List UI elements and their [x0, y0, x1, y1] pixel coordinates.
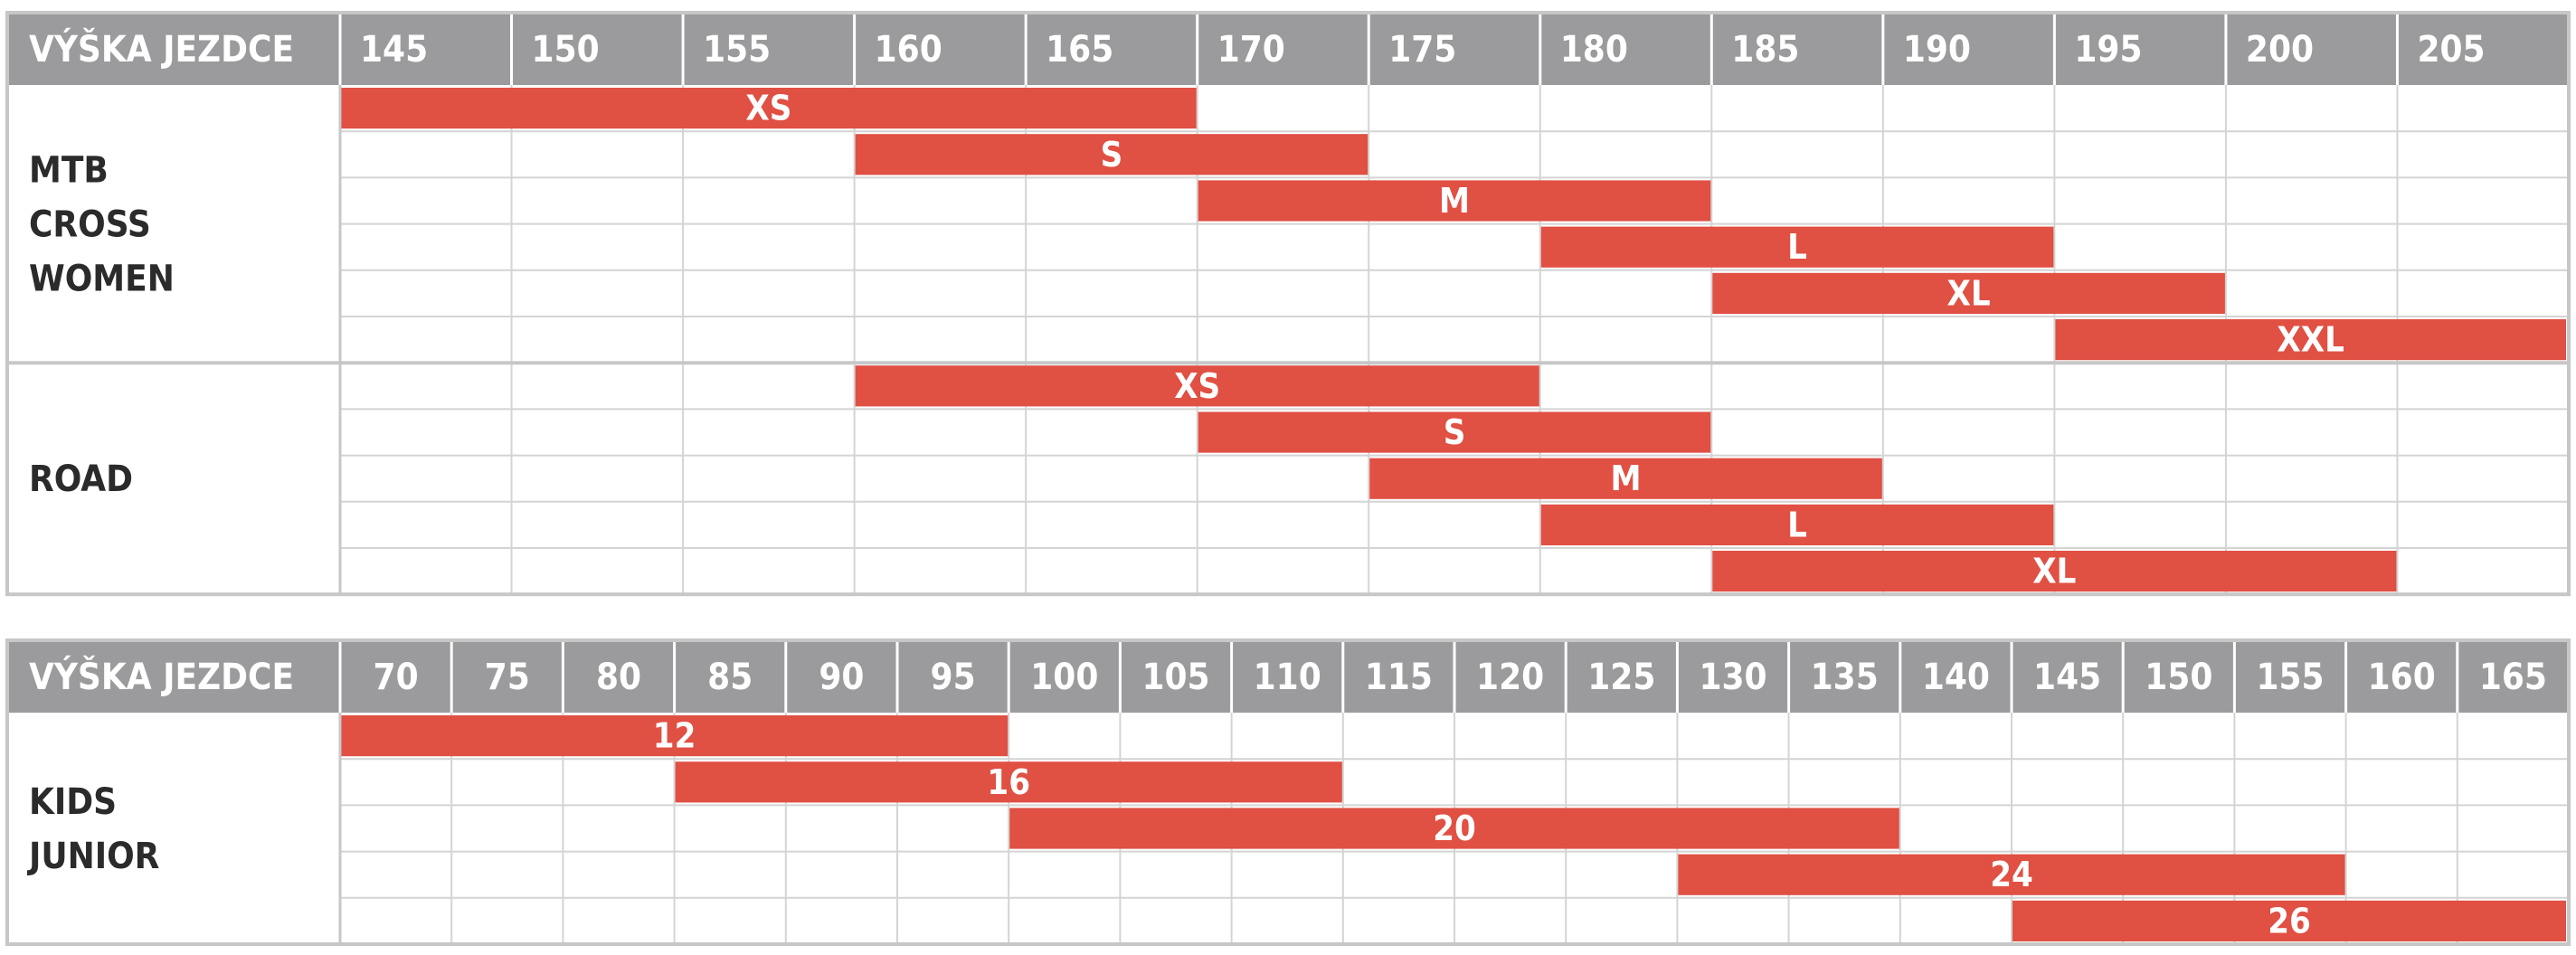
size-bar [2055, 319, 2566, 361]
size-bar [2012, 900, 2566, 941]
header-label: VÝŠKA JEZDCE [29, 26, 294, 71]
x-tick-label: 200 [2246, 29, 2314, 71]
x-tick-label: 100 [1030, 657, 1098, 698]
size-bar [675, 761, 1342, 803]
size-bar [1712, 551, 2397, 592]
header-band [7, 13, 2569, 85]
size-bar-label: XL [2032, 552, 2076, 591]
size-bar-label: 16 [987, 762, 1030, 802]
size-table-2: VÝŠKA JEZDCE 70 75 80 85 90 95 100 105 110 115 120 1… [5, 638, 2571, 946]
x-tick-label: 150 [2145, 657, 2212, 698]
group-label: ROAD [29, 459, 133, 500]
x-tick-label: 135 [1811, 657, 1879, 698]
x-tick-label: 160 [2368, 657, 2436, 698]
size-bar-label: 12 [653, 716, 696, 756]
size-bar [1712, 272, 2225, 314]
group-label: WOMEN [29, 259, 175, 300]
size-bar [1198, 180, 1711, 222]
x-tick-label: 140 [1922, 657, 1990, 698]
table-frame [5, 638, 2571, 946]
x-tick-label: 155 [703, 29, 771, 71]
size-bar-label: XS [745, 89, 791, 128]
size-bar [855, 134, 1368, 175]
x-tick-label: 85 [707, 657, 753, 698]
size-bar-label: S [1101, 135, 1123, 175]
x-tick-label: 105 [1141, 657, 1209, 698]
table-frame [5, 11, 2571, 597]
size-bar [341, 715, 1009, 757]
x-tick-label: 165 [1046, 29, 1113, 71]
size-bar [1369, 458, 1882, 499]
x-tick-label: 120 [1476, 657, 1544, 698]
size-bar-label: S [1444, 412, 1466, 452]
x-tick-label: 150 [532, 29, 600, 71]
group-label: JUNIOR [26, 836, 159, 877]
x-tick-label: 185 [1731, 29, 1799, 71]
x-tick-label: 70 [374, 657, 419, 698]
size-bar-label: XL [1947, 273, 1991, 313]
size-bar-label: L [1787, 227, 1807, 267]
x-tick-label: 90 [819, 657, 864, 698]
x-tick-label: 80 [596, 657, 641, 698]
size-bar-label: L [1787, 505, 1807, 544]
x-tick-label: 165 [2479, 657, 2547, 698]
size-table-1: VÝŠKA JEZDCE 145 150 155 160 165 170 175 180 185 1… [5, 11, 2571, 597]
size-bar-label: 26 [2268, 901, 2311, 941]
size-bar [855, 365, 1539, 407]
x-tick-label: 175 [1388, 29, 1456, 71]
size-bar-label: 20 [1433, 808, 1476, 848]
x-tick-label: 115 [1365, 657, 1433, 698]
x-tick-label: 110 [1254, 657, 1321, 698]
x-tick-label: 155 [2256, 657, 2324, 698]
x-tick-label: 160 [875, 29, 942, 71]
x-tick-label: 180 [1560, 29, 1628, 71]
size-bar-label: 24 [1990, 855, 2033, 894]
size-bar-label: XS [1174, 366, 1220, 406]
x-tick-label: 145 [2033, 657, 2101, 698]
x-tick-label: 170 [1217, 29, 1285, 71]
size-bar [1540, 226, 2054, 268]
size-bar [1009, 808, 1899, 849]
size-bar-label: M [1439, 181, 1470, 221]
size-bar [1678, 854, 2345, 895]
x-tick-label: 75 [485, 657, 530, 698]
x-tick-label: 125 [1587, 657, 1655, 698]
x-tick-label: 145 [360, 29, 428, 71]
x-tick-label: 130 [1699, 657, 1766, 698]
size-bar-label: M [1611, 459, 1642, 498]
header-band [7, 640, 2569, 713]
x-tick-label: 195 [2074, 29, 2142, 71]
x-tick-label: 190 [1903, 29, 1971, 71]
size-bar-label: XXL [2277, 320, 2344, 360]
x-tick-label: 205 [2417, 29, 2485, 71]
size-bar [1540, 504, 2054, 545]
size-bar [341, 88, 1197, 129]
group-label: CROSS [29, 204, 151, 246]
group-label: KIDS [29, 781, 117, 823]
header-label: VÝŠKA JEZDCE [29, 654, 294, 698]
size-bar [1198, 411, 1711, 453]
group-label: MTB [29, 150, 109, 192]
x-tick-label: 95 [931, 657, 976, 698]
